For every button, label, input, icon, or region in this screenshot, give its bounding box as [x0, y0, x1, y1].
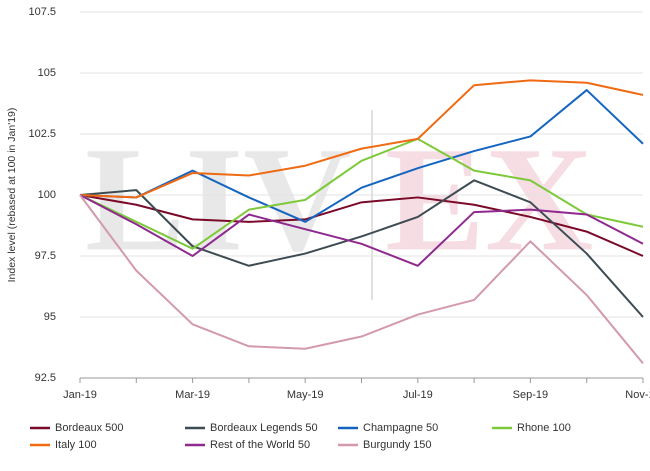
y-tick-label: 107.5 — [28, 6, 56, 18]
legend-label: Champagne 50 — [363, 422, 438, 434]
series-line — [79, 179, 644, 318]
y-tick-label: 105 — [38, 67, 56, 79]
x-tick-label: Sep-19 — [513, 389, 548, 401]
y-tick-label: 95 — [44, 311, 56, 323]
watermark: LIV — [85, 116, 352, 282]
series-line — [79, 194, 644, 267]
series-line — [79, 194, 644, 364]
y-tick-label: 100 — [38, 189, 56, 201]
x-tick-label: May-19 — [287, 389, 324, 401]
series-line — [79, 137, 644, 250]
legend-label: Rest of the World 50 — [210, 439, 310, 451]
x-tick-label: Nov-19 — [625, 389, 650, 401]
series-line — [79, 79, 644, 199]
series-line — [79, 194, 644, 257]
legend-label: Italy 100 — [55, 439, 97, 451]
x-tick-label: Jan-19 — [63, 389, 97, 401]
series-line — [79, 89, 644, 223]
legend-label: Burgundy 150 — [363, 439, 432, 451]
x-tick-label: Jul-19 — [403, 389, 433, 401]
x-tick-label: Mar-19 — [175, 389, 210, 401]
y-tick-label: 92.5 — [35, 372, 56, 384]
y-tick-label: 102.5 — [28, 128, 56, 140]
y-tick-label: 97.5 — [35, 250, 56, 262]
watermark: EX — [385, 116, 593, 282]
legend-label: Bordeaux Legends 50 — [210, 422, 318, 434]
legend-label: Bordeaux 500 — [55, 422, 124, 434]
legend-label: Rhone 100 — [517, 422, 571, 434]
y-axis-title: Index level (rebased at 100 in Jan'19) — [6, 108, 18, 283]
